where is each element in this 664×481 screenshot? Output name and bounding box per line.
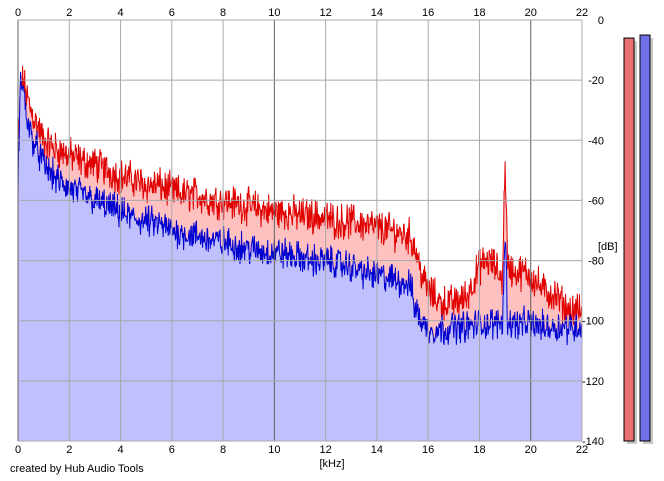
y-tick-label: -40 <box>588 135 604 147</box>
x-axis-top-ticks: 0 2 4 6 8 10 12 14 16 18 20 22 <box>15 7 588 19</box>
x-tick-label-top: 0 <box>15 7 21 19</box>
series-red-line <box>17 65 583 333</box>
x-tick-label-top: 8 <box>220 7 226 19</box>
x-tick-label-top: 22 <box>576 7 588 19</box>
plot-area <box>17 19 583 442</box>
y-tick-label: -120 <box>582 376 604 388</box>
x-tick-label-bottom: 18 <box>473 444 485 456</box>
x-tick-label-top: 12 <box>320 7 332 19</box>
x-tick-label-bottom: 10 <box>268 444 280 456</box>
x-tick-label-bottom: 4 <box>117 444 123 456</box>
credit-text: created by Hub Audio Tools <box>10 463 144 475</box>
x-axis-label: [kHz] <box>319 458 344 470</box>
x-tick-label-top: 10 <box>268 7 280 19</box>
x-tick-label-top: 2 <box>66 7 72 19</box>
y-axis-label: [dB] <box>598 241 618 253</box>
level-meter-blue <box>639 34 651 442</box>
y-tick-label: -140 <box>582 436 604 448</box>
x-tick-label-bottom: 22 <box>576 444 588 456</box>
level-meters <box>623 34 653 445</box>
x-tick-label-bottom: 20 <box>525 444 537 456</box>
x-tick-label-top: 18 <box>473 7 485 19</box>
x-tick-label-top: 16 <box>422 7 434 19</box>
y-tick-label: -60 <box>588 195 604 207</box>
x-axis-bottom-ticks: 0 2 4 6 8 10 12 14 16 18 20 22 <box>15 444 588 456</box>
y-tick-label: -80 <box>588 256 604 268</box>
x-tick-label-bottom: 12 <box>320 444 332 456</box>
x-tick-label-bottom: 2 <box>66 444 72 456</box>
level-meter-red <box>623 37 635 442</box>
x-tick-label-bottom: 8 <box>220 444 226 456</box>
x-tick-label-bottom: 16 <box>422 444 434 456</box>
y-axis-ticks: 0 -20 -40 -60 -80 -100 -120 -140 <box>582 15 604 448</box>
x-tick-label-top: 4 <box>117 7 123 19</box>
x-tick-label-top: 20 <box>525 7 537 19</box>
x-tick-label-bottom: 14 <box>371 444 383 456</box>
x-tick-label-top: 6 <box>169 7 175 19</box>
x-tick-label-bottom: 0 <box>15 444 21 456</box>
y-tick-label: -100 <box>582 316 604 328</box>
series-blue-line <box>17 71 583 346</box>
y-tick-label: -20 <box>588 75 604 87</box>
x-tick-label-bottom: 6 <box>169 444 175 456</box>
y-tick-label: 0 <box>598 15 604 27</box>
x-tick-label-top: 14 <box>371 7 383 19</box>
